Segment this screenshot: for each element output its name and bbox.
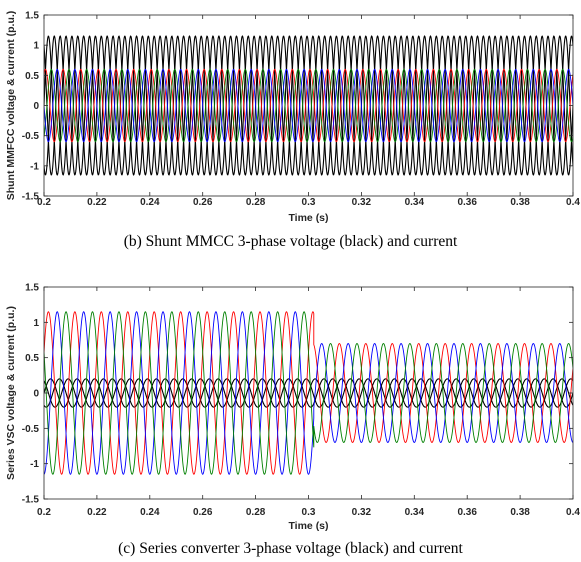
x-tick-label: 0.34 <box>405 197 425 208</box>
series-line-current-3 <box>44 68 573 143</box>
x-tick-label: 0.4 <box>566 507 580 518</box>
plot-area <box>44 35 573 176</box>
chart-1: 0.2 0.22 0.24 0.26 0.28 0.3 0.32 0.34 0.36 0.38 0.… <box>5 283 580 558</box>
y-tick-label: 0 <box>33 101 39 112</box>
x-tick-label: 0.2 <box>37 507 51 518</box>
x-tick-label: 0.38 <box>510 197 530 208</box>
series-line-voltage-1 <box>44 35 573 176</box>
x-tick-label: 0.4 <box>566 197 580 208</box>
y-tick-label: -0.5 <box>22 424 40 435</box>
x-tick-label: 0.38 <box>510 507 530 518</box>
series-line-current-5 <box>44 68 573 143</box>
x-tick-label: 0.22 <box>87 507 107 518</box>
x-tick-label: 0.26 <box>193 507 213 518</box>
y-axis-label: Series VSC voltage & current (p.u.) <box>5 306 17 480</box>
series-line-voltage-2 <box>44 35 573 176</box>
x-tick-label: 0.2 <box>37 197 51 208</box>
x-tick-label: 0.32 <box>352 507 372 518</box>
y-tick-label: -0.5 <box>22 131 40 142</box>
x-axis-label: Time (s) <box>288 212 328 224</box>
y-axis-label: Shunt MMFCC voltage & current (p.u.) <box>5 11 17 201</box>
x-tick-label: 0.26 <box>193 197 213 208</box>
series-line-voltage-1 <box>44 378 573 408</box>
x-tick-label: 0.28 <box>246 507 266 518</box>
y-tick-label: -1.5 <box>22 192 40 203</box>
series-line-current-5 <box>44 311 573 475</box>
y-tick-label: -1 <box>30 459 39 470</box>
y-tick-label: 1 <box>33 318 39 329</box>
figure-caption: (b) Shunt MMCC 3-phase voltage (black) a… <box>124 233 458 250</box>
y-tick-label: -1 <box>30 161 39 172</box>
x-tick-label: 0.3 <box>302 197 316 208</box>
chart-0: 0.2 0.22 0.24 0.26 0.28 0.3 0.32 0.34 0.36 0.38 0.… <box>5 11 580 251</box>
x-tick-label: 0.34 <box>405 507 425 518</box>
series-line-current-4 <box>44 68 573 143</box>
plot-area <box>44 311 573 475</box>
y-tick-label: 1 <box>33 41 39 52</box>
x-tick-label: 0.28 <box>246 197 266 208</box>
y-tick-label: 1.5 <box>25 11 39 22</box>
y-tick-label: 0.5 <box>25 71 39 82</box>
x-tick-label: 0.32 <box>352 197 372 208</box>
y-tick-label: 0 <box>33 389 39 400</box>
x-tick-label: 0.3 <box>302 507 316 518</box>
x-tick-label: 0.24 <box>140 507 160 518</box>
x-tick-label: 0.22 <box>87 197 107 208</box>
series-line-voltage-2 <box>44 378 573 408</box>
x-tick-label: 0.24 <box>140 197 160 208</box>
x-tick-label: 0.36 <box>457 197 477 208</box>
x-tick-label: 0.36 <box>457 507 477 518</box>
series-line-voltage-0 <box>44 378 573 408</box>
y-tick-label: 0.5 <box>25 353 39 364</box>
y-tick-label: -1.5 <box>22 495 40 506</box>
y-tick-label: 1.5 <box>25 283 39 294</box>
x-axis-label: Time (s) <box>288 520 328 532</box>
figure-caption: (c) Series converter 3-phase voltage (bl… <box>118 540 463 557</box>
